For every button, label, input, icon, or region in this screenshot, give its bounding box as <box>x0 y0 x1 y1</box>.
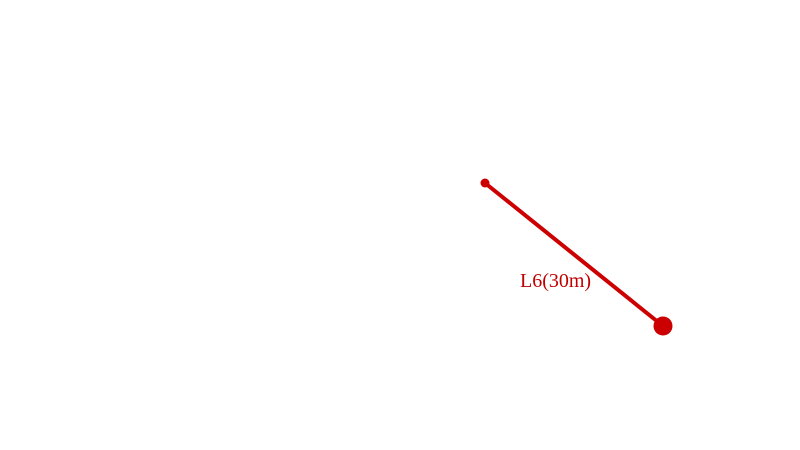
edge-line-l6 <box>483 181 665 328</box>
edge-endpoint-large <box>653 316 673 336</box>
edge-label: L6(30m) <box>520 270 592 292</box>
edge-endpoint-small <box>480 178 490 188</box>
